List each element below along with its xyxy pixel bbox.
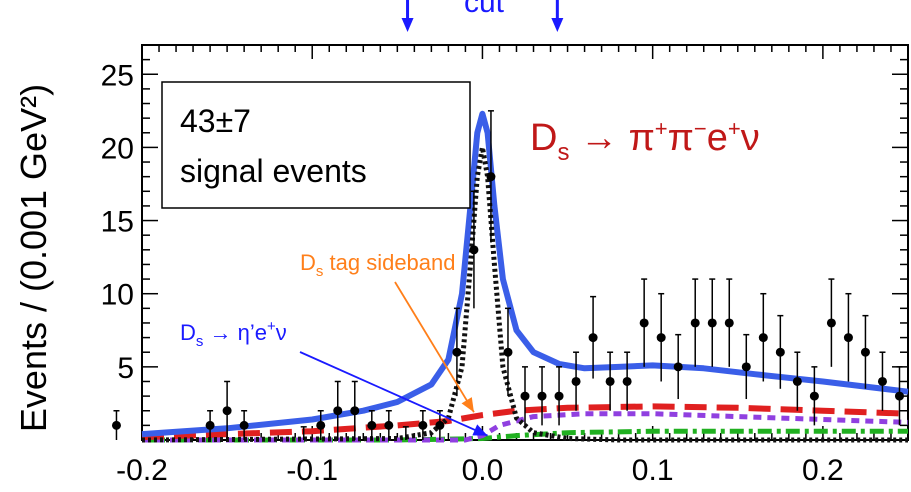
sideband-arrow-line: [394, 281, 475, 413]
data-point: [877, 376, 887, 386]
y-tick-label: 5: [117, 352, 134, 385]
data-point: [775, 347, 785, 357]
signal-yield: 43±7: [180, 103, 251, 139]
data-point: [222, 406, 232, 416]
data-point: [435, 420, 445, 430]
data-point: [843, 333, 853, 343]
data-point: [809, 391, 819, 401]
data-point: [758, 333, 768, 343]
data-points: [111, 110, 904, 440]
data-point: [367, 420, 377, 430]
annotation-arrows: [299, 281, 488, 437]
x-tick-label: -0.1: [286, 454, 338, 487]
data-point: [350, 406, 360, 416]
data-point: [503, 347, 513, 357]
data-point: [656, 333, 666, 343]
data-point: [520, 391, 530, 401]
data-point: [707, 318, 717, 328]
data-point: [537, 391, 547, 401]
data-point: [418, 420, 428, 430]
y-tick-label: 10: [101, 279, 134, 312]
annotation-etaprime: Ds → η’e+ν: [180, 318, 287, 350]
cut-label: cut: [464, 0, 505, 19]
y-tick-labels: 5 10 15 20 25: [101, 59, 134, 385]
data-point: [239, 420, 249, 430]
x-tick-label: 0.1: [632, 454, 674, 487]
data-point: [826, 318, 836, 328]
x-tick-label: 0.0: [462, 454, 504, 487]
data-point: [792, 376, 802, 386]
axis-ticks: [141, 45, 909, 440]
etaprime-arrow-head: [472, 424, 488, 436]
chart-title: Ds → π+π−e+ν: [530, 116, 760, 166]
data-point: [724, 318, 734, 328]
y-tick-label: 15: [101, 206, 134, 239]
cut-markers: cut: [401, 0, 564, 32]
curve-etaprime: [142, 411, 909, 443]
x-tick-label: -0.2: [116, 454, 168, 487]
annotation-sideband: Ds tag sideband: [300, 250, 456, 280]
data-point: [690, 318, 700, 328]
signal-box: [161, 81, 471, 209]
data-point: [452, 347, 462, 357]
data-point: [588, 333, 598, 343]
data-point: [486, 172, 496, 182]
data-point: [622, 376, 632, 386]
y-axis-label: Events / (0.001 GeV²): [13, 84, 54, 432]
data-point: [741, 362, 751, 372]
cut-arrow-head: [401, 18, 414, 32]
data-point: [316, 420, 326, 430]
signal-events-label: signal events: [180, 153, 367, 189]
data-point: [571, 376, 581, 386]
data-point: [333, 406, 343, 416]
data-point: [860, 347, 870, 357]
cut-arrow-head: [551, 18, 564, 32]
data-point: [673, 362, 683, 372]
data-point: [469, 245, 479, 255]
sideband-arrow-head: [461, 397, 474, 413]
data-point: [384, 420, 394, 430]
data-point: [205, 420, 215, 430]
y-tick-label: 25: [101, 59, 134, 92]
data-point: [894, 391, 904, 401]
x-tick-labels: -0.2 -0.1 0.0 0.1 0.2: [116, 454, 844, 487]
etaprime-arrow-line: [299, 351, 488, 437]
data-point: [639, 318, 649, 328]
data-point: [605, 376, 615, 386]
plot-frame: [141, 44, 909, 441]
x-tick-label: 0.2: [802, 454, 844, 487]
y-tick-label: 20: [101, 132, 134, 165]
data-point: [111, 420, 121, 430]
data-point: [554, 391, 564, 401]
